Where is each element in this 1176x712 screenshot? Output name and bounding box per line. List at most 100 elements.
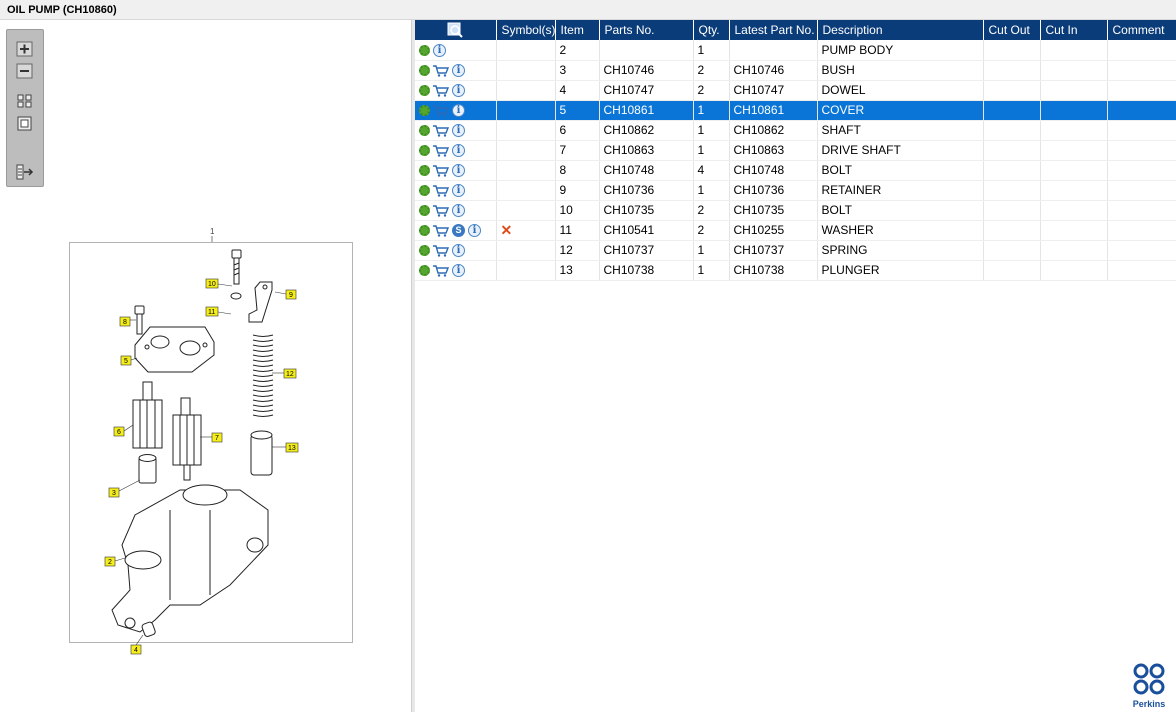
cell-qty: 1 [693,240,730,261]
supersession-icon[interactable]: S [452,224,465,238]
cell-cut-in [1040,120,1108,141]
fit-all-icon[interactable] [15,92,35,110]
info-icon[interactable]: i [452,124,465,138]
cart-icon[interactable] [433,263,452,277]
column-header-item[interactable]: Item [555,20,600,40]
row-actions: i [415,40,497,61]
table-row[interactable]: i 6 CH10862 1 CH10862 SHAFT [415,120,1176,141]
cell-cut-out [983,240,1041,261]
gear-icon[interactable] [419,145,430,157]
info-icon[interactable]: i [452,264,465,278]
parts-table-body: i 2 1 PUMP BODY i 3 CH10746 2 CH10746 BUSH i 4 CH107… [415,40,1176,281]
drawing-pane[interactable]: 1 [0,20,412,712]
cell-cut-out [983,40,1041,61]
gear-icon[interactable] [419,165,430,177]
column-header-qty[interactable]: Qty. [693,20,730,40]
part-bolt-10 [231,249,242,285]
column-header-cut-out[interactable]: Cut Out [983,20,1041,40]
cell-description: SPRING [817,240,984,261]
cell-latest-part-no: CH10746 [729,60,818,81]
info-icon[interactable]: i [452,184,465,198]
column-header-comment[interactable]: Comment [1107,20,1176,40]
cell-comment [1107,80,1176,101]
gear-icon[interactable] [419,125,430,137]
gear-icon[interactable] [419,85,430,97]
cell-comment [1107,60,1176,81]
cell-parts-no: CH10863 [599,140,694,161]
table-row[interactable]: i 12 CH10737 1 CH10737 SPRING [415,240,1176,261]
info-icon[interactable]: i [452,244,465,258]
svg-text:9: 9 [289,292,293,299]
cell-latest-part-no: CH10747 [729,80,818,101]
info-icon[interactable]: i [452,64,465,78]
cart-icon[interactable] [433,203,452,217]
cell-cut-in [1040,40,1108,61]
table-row[interactable]: i 8 CH10748 4 CH10748 BOLT [415,160,1176,181]
magnify-preview-icon[interactable] [447,22,463,38]
column-header-actions[interactable] [415,20,497,40]
info-icon[interactable]: i [452,84,465,98]
gear-icon[interactable] [419,225,430,237]
cell-comment [1107,120,1176,141]
gear-icon[interactable] [419,245,430,257]
table-row[interactable]: i 10 CH10735 2 CH10735 BOLT [415,200,1176,221]
cell-latest-part-no: CH10738 [729,260,818,281]
cart-icon[interactable] [433,183,452,197]
cell-comment [1107,140,1176,161]
cart-icon[interactable] [433,63,452,77]
fit-page-icon[interactable] [15,115,35,133]
cell-parts-no [599,40,694,61]
table-row[interactable]: i 7 CH10863 1 CH10863 DRIVE SHAFT [415,140,1176,161]
info-icon[interactable]: i [452,164,465,178]
table-row[interactable]: i 13 CH10738 1 CH10738 PLUNGER [415,260,1176,281]
info-icon[interactable]: i [468,224,481,238]
zoom-in-icon[interactable] [15,40,35,58]
column-header-symbols[interactable]: Symbol(s) [496,20,556,40]
column-header-cut-in[interactable]: Cut In [1040,20,1108,40]
column-header-latest-part-no[interactable]: Latest Part No. [729,20,818,40]
cell-parts-no: CH10737 [599,240,694,261]
row-actions: i [415,120,497,141]
gear-icon[interactable] [419,265,430,277]
gear-icon[interactable] [419,65,430,77]
pane-splitter[interactable] [412,20,415,712]
cart-icon[interactable] [433,163,452,177]
info-icon[interactable]: i [452,144,465,158]
gear-icon[interactable] [419,205,430,217]
cell-qty: 1 [693,260,730,281]
info-icon[interactable]: i [452,204,465,218]
table-row[interactable]: i 3 CH10746 2 CH10746 BUSH [415,60,1176,81]
cart-icon[interactable] [433,83,452,97]
column-header-parts-no[interactable]: Parts No. [599,20,694,40]
table-row[interactable]: i 5 CH10861 1 CH10861 COVER [415,100,1176,121]
cell-item: 10 [555,200,600,221]
info-icon[interactable]: i [433,43,446,57]
cell-cut-in [1040,140,1108,161]
info-icon[interactable]: i [452,104,465,118]
gear-icon[interactable] [419,105,430,117]
cell-qty: 1 [693,40,730,61]
cart-icon[interactable] [433,123,452,137]
cart-icon[interactable] [433,223,452,237]
cell-description: RETAINER [817,180,984,201]
cell-qty: 1 [693,180,730,201]
gear-icon[interactable] [419,44,430,56]
callout-labels [104,278,299,655]
zoom-out-icon[interactable] [15,62,35,80]
export-icon[interactable] [15,163,35,181]
table-row[interactable]: i 9 CH10736 1 CH10736 RETAINER [415,180,1176,201]
cell-symbols: ✕ [496,220,556,241]
cart-icon[interactable] [433,143,452,157]
cell-latest-part-no: CH10862 [729,120,818,141]
table-row[interactable]: i 4 CH10747 2 CH10747 DOWEL [415,80,1176,101]
cell-symbols [496,140,556,161]
cell-cut-in [1040,80,1108,101]
column-header-description[interactable]: Description [817,20,984,40]
cell-parts-no: CH10862 [599,120,694,141]
table-row[interactable]: i 2 1 PUMP BODY [415,40,1176,61]
gear-icon[interactable] [419,185,430,197]
exploded-parts-drawing[interactable]: 1 [0,20,412,712]
cart-icon[interactable] [433,103,452,117]
cart-icon[interactable] [433,243,452,257]
